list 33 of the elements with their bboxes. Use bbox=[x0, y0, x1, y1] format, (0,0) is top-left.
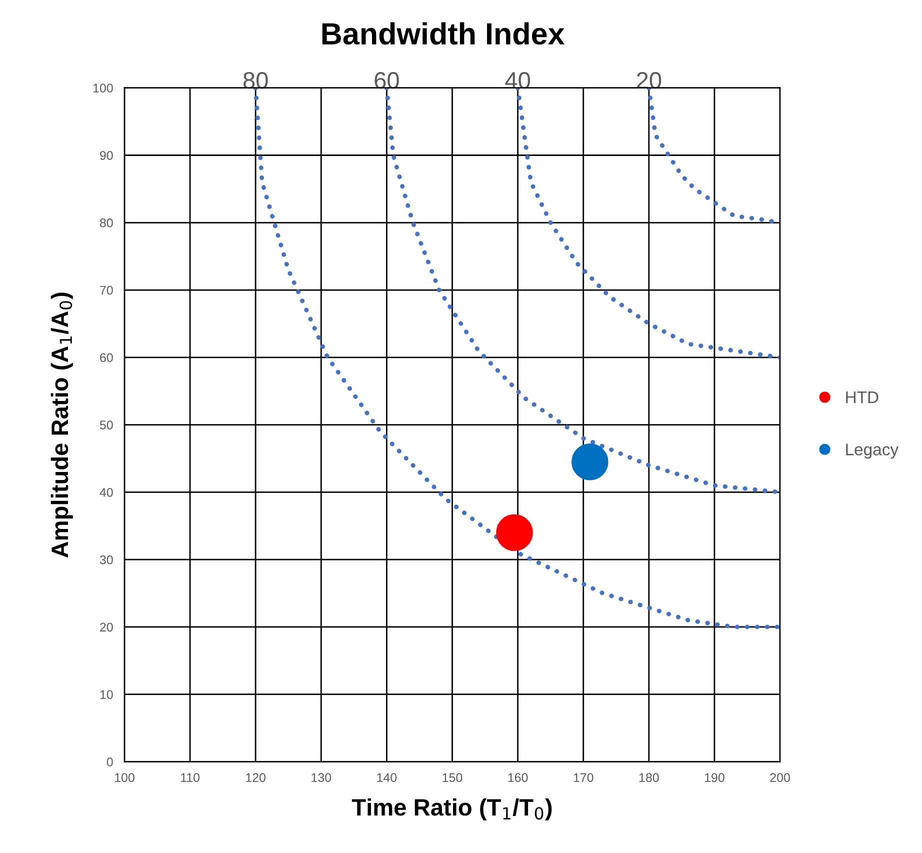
x2-tick-label: 80 bbox=[243, 72, 268, 89]
line-series bbox=[384, 88, 780, 494]
legend-label: HTD bbox=[846, 392, 878, 403]
y-tick-label: 40 bbox=[100, 488, 113, 497]
x-axis-title: Time Ratio (T$_{1}$/T$_{0}$) bbox=[352, 798, 552, 820]
x-tick-label: 200 bbox=[770, 773, 790, 782]
legend-label: Legacy bbox=[846, 444, 898, 459]
x-tick-label: 180 bbox=[639, 773, 659, 782]
x-tick-label: 140 bbox=[377, 773, 397, 782]
x-tick-label: 120 bbox=[246, 773, 266, 782]
line-series bbox=[253, 88, 780, 630]
y-tick-label: 30 bbox=[100, 555, 113, 564]
x-tick-label: 100 bbox=[114, 773, 134, 782]
x-tick-label: 150 bbox=[442, 773, 462, 782]
y-axis-title: Amplitude Ratio (A$_{1}$/A$_{0}$) bbox=[50, 292, 73, 558]
x-tick-label: 130 bbox=[312, 773, 332, 782]
chart-title: Bandwidth Index bbox=[322, 22, 565, 45]
y-tick-label: 20 bbox=[100, 622, 113, 632]
y-tick-label: 70 bbox=[100, 286, 113, 295]
y-tick-label: 100 bbox=[93, 84, 113, 93]
y-tick-label: 50 bbox=[100, 420, 113, 430]
y-tick-label: 0 bbox=[106, 758, 113, 766]
x-tick-label: 160 bbox=[508, 773, 528, 782]
x2-tick-label: 60 bbox=[374, 72, 399, 89]
x2-tick-label: 40 bbox=[505, 72, 530, 89]
x-tick-label: 190 bbox=[704, 773, 724, 782]
y-tick-label: 60 bbox=[100, 353, 113, 362]
y-tick-label: 10 bbox=[100, 690, 113, 699]
x-tick-label: 170 bbox=[574, 773, 594, 782]
y-tick-label: 90 bbox=[100, 151, 113, 160]
x-tick-label: 110 bbox=[181, 773, 200, 782]
y-tick-label: 80 bbox=[100, 218, 113, 228]
line-series bbox=[516, 88, 780, 360]
